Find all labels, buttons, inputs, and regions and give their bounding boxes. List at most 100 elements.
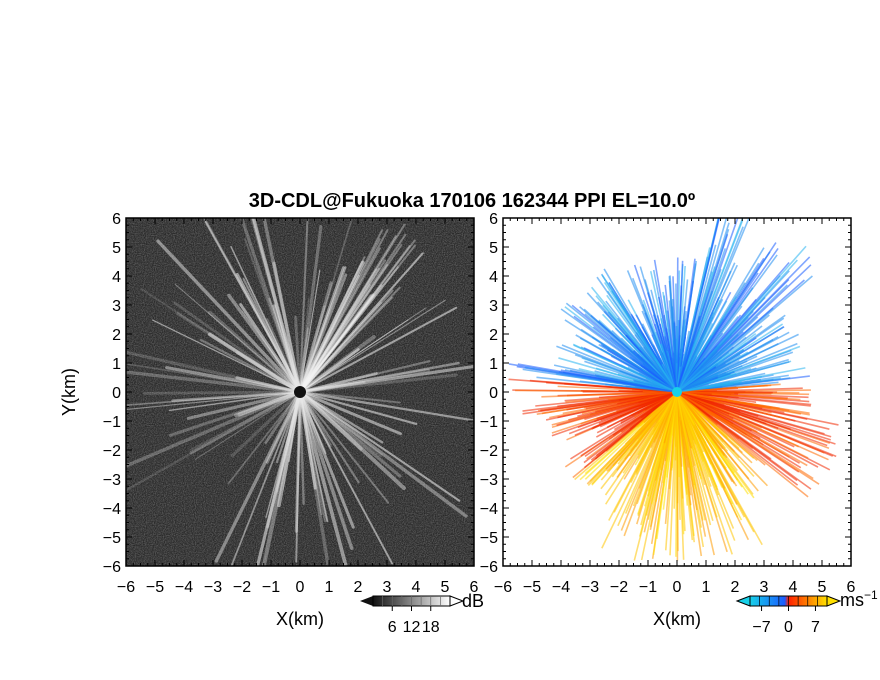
- velocity-ray: [676, 234, 729, 393]
- velocity-ray: [676, 245, 807, 393]
- y-tick-label: −1: [480, 414, 498, 431]
- reflectivity-ray: [298, 348, 360, 394]
- velocity-ray: [647, 292, 678, 393]
- reflectivity-ray: [299, 223, 406, 393]
- velocity-ray: [676, 391, 755, 477]
- velocity-ray: [676, 383, 734, 393]
- reflectivity-ray: [299, 299, 446, 393]
- reflectivity-axes: −6 −5 −4 −3 −2 −1 0 1 2 3 4 5 6 6 5 4 3 2 1 0 −1 −2 −3 −4 −5 −6: [103, 211, 479, 596]
- reflectivity-ray: [241, 310, 301, 393]
- reflectivity-ray: [126, 362, 301, 393]
- x-tick-label: 5: [818, 579, 827, 596]
- reflectivity-colorbar-right-arrow: [449, 595, 465, 607]
- reflectivity-ray: [298, 306, 458, 394]
- velocity-ray: [676, 391, 731, 425]
- velocity-colorbar: −7 0 7 ms−1: [735, 588, 878, 636]
- reflectivity-ray: [234, 390, 302, 418]
- reflectivity-colorbar-unit: dB: [462, 591, 484, 611]
- reflectivity-ray: [186, 390, 302, 420]
- reflectivity-ray: [168, 391, 301, 412]
- reflectivity-ray: [298, 390, 468, 518]
- reflectivity-ray: [299, 269, 321, 393]
- x-tick-label: −1: [639, 579, 657, 596]
- reflectivity-ray: [299, 228, 389, 393]
- velocity-ray: [676, 333, 799, 393]
- velocity-colorbar-ticks: −7 0 7: [752, 596, 820, 636]
- x-tick-label: −5: [523, 579, 541, 596]
- velocity-ray: [541, 391, 678, 398]
- velocity-ray: [675, 391, 678, 557]
- reflectivity-ray: [298, 372, 378, 394]
- x-tick-label: 4: [789, 579, 798, 596]
- reflectivity-ray: [227, 293, 302, 394]
- reflectivity-ray: [204, 221, 301, 393]
- reflectivity-ray: [299, 284, 383, 393]
- velocity-ray: [676, 391, 712, 487]
- y-tick-label: −3: [103, 472, 121, 489]
- reflectivity-ray: [194, 391, 301, 460]
- y-tick-label: −6: [103, 559, 121, 576]
- x-tick-label: 1: [325, 579, 334, 596]
- x-tick-label: −6: [494, 579, 512, 596]
- velocity-axes: −6 −5 −4 −3 −2 −1 0 1 2 3 4 5 6 6 5 4 3 2 1 0 −1 −2 −3 −4 −5 −6: [480, 211, 856, 596]
- velocity-ray: [676, 391, 712, 465]
- x-tick-label: −6: [117, 579, 135, 596]
- reflectivity-ray: [298, 390, 354, 550]
- reflectivity-ray: [299, 391, 329, 523]
- reflectivity-ray: [288, 391, 301, 463]
- reflectivity-ray: [176, 312, 302, 394]
- colorbar-tick-label: 7: [811, 619, 820, 636]
- reflectivity-ray: [298, 390, 317, 490]
- reflectivity-ray: [299, 239, 417, 393]
- velocity-colorbar-right-arrow: [826, 595, 842, 607]
- reflectivity-ray: [298, 334, 376, 394]
- reflectivity-ray: [299, 301, 383, 393]
- velocity-ray: [583, 308, 678, 393]
- y-tick-label: 5: [489, 240, 498, 257]
- reflectivity-ray: [298, 218, 309, 394]
- velocity-ray: [676, 296, 737, 393]
- reflectivity-ray: [298, 390, 406, 490]
- reflectivity-ray: [299, 274, 360, 393]
- reflectivity-ray: [298, 266, 347, 394]
- reflectivity-ray: [299, 391, 390, 504]
- x-tick-label: −5: [146, 579, 164, 596]
- reflectivity-ray: [299, 267, 381, 393]
- velocity-ray: [653, 259, 678, 393]
- y-tick-label: 4: [112, 269, 121, 286]
- reflectivity-ray: [299, 297, 310, 393]
- velocity-ray: [676, 391, 819, 468]
- reflectivity-ray: [152, 319, 301, 393]
- reflectivity-ray: [299, 289, 394, 393]
- colorbar-tick-label: 0: [784, 619, 793, 636]
- reflectivity-ray: [207, 310, 302, 394]
- x-tick-label: 3: [383, 579, 392, 596]
- velocity-ray: [676, 343, 732, 393]
- reflectivity-ray: [299, 228, 384, 393]
- reflectivity-ray: [203, 218, 302, 394]
- velocity-ray: [676, 391, 749, 495]
- x-tick-label: 6: [470, 579, 479, 596]
- colorbar-tick-label: −7: [752, 619, 770, 636]
- x-tick-label: −2: [610, 579, 628, 596]
- velocity-ray: [669, 391, 678, 556]
- reflectivity-ray: [239, 218, 302, 394]
- reflectivity-ray: [126, 390, 302, 492]
- y-tick-label: 3: [112, 298, 121, 315]
- velocity-ray: [676, 285, 683, 393]
- velocity-colorbar-unit-exponent: −1: [864, 588, 878, 602]
- y-tick-label: −6: [480, 559, 498, 576]
- velocity-ray: [672, 299, 678, 393]
- x-tick-label: 1: [702, 579, 711, 596]
- x-tick-label: −4: [552, 579, 570, 596]
- velocity-ray: [676, 391, 811, 407]
- reflectivity-ray: [299, 259, 387, 393]
- velocity-ray: [665, 391, 678, 449]
- velocity-ray: [613, 391, 678, 513]
- y-tick-label: 3: [489, 298, 498, 315]
- y-tick-label: 2: [489, 327, 498, 344]
- reflectivity-ray: [299, 243, 403, 393]
- velocity-ray: [676, 384, 768, 393]
- reflectivity-ray: [299, 233, 407, 393]
- velocity-ray: [565, 391, 678, 403]
